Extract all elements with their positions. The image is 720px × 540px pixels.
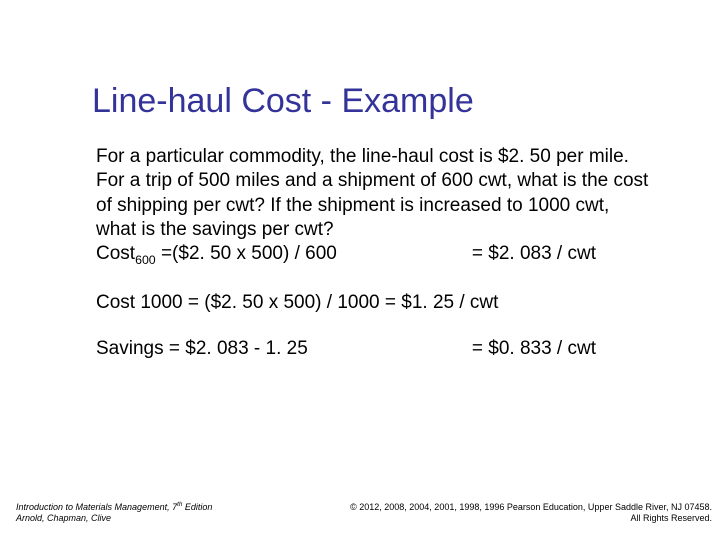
spacer	[96, 269, 650, 291]
footer: Introduction to Materials Management, 7t…	[16, 501, 712, 524]
slide-title: Line-haul Cost - Example	[0, 0, 720, 121]
copyright-line2: All Rights Reserved.	[350, 513, 712, 524]
calc-cost600-sub: 600	[135, 253, 156, 267]
calc-row-cost1000: Cost 1000 = ($2. 50 x 500) / 1000 = $1. …	[96, 291, 650, 315]
calc-cost600-left: Cost600 =($2. 50 x 500) / 600	[96, 242, 337, 269]
slide-body: For a particular commodity, the line-hau…	[0, 121, 720, 361]
copyright-line1: © 2012, 2008, 2004, 2001, 1998, 1996 Pea…	[350, 502, 712, 513]
footer-left: Introduction to Materials Management, 7t…	[16, 501, 212, 524]
calc-cost600-result: = $2. 083 / cwt	[472, 242, 596, 269]
problem-statement: For a particular commodity, the line-hau…	[96, 145, 650, 242]
spacer	[96, 315, 650, 337]
book-title: Introduction to Materials Management, 7t…	[16, 501, 212, 513]
calc-cost600-expr: =($2. 50 x 500) / 600	[156, 243, 337, 264]
book-title-b: Edition	[182, 502, 212, 512]
calc-savings-left: Savings = $2. 083 - 1. 25	[96, 337, 308, 361]
calc-row-cost600: Cost600 =($2. 50 x 500) / 600 = $2. 083 …	[96, 242, 596, 269]
book-authors: Arnold, Chapman, Clive	[16, 513, 212, 524]
slide: Line-haul Cost - Example For a particula…	[0, 0, 720, 540]
book-title-a: Introduction to Materials Management, 7	[16, 502, 177, 512]
calc-cost600-label: Cost	[96, 243, 135, 264]
calc-savings-result: = $0. 833 / cwt	[472, 337, 596, 361]
footer-right: © 2012, 2008, 2004, 2001, 1998, 1996 Pea…	[350, 502, 712, 524]
calc-row-savings: Savings = $2. 083 - 1. 25 = $0. 833 / cw…	[96, 337, 596, 361]
